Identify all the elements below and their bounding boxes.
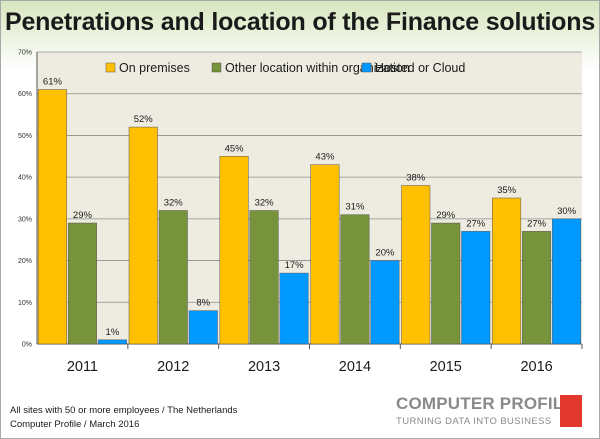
data-label: 30%: [557, 206, 577, 217]
legend-label: On premises: [119, 61, 190, 75]
legend-label: Hosted or Cloud: [375, 61, 465, 75]
y-tick-label: 0%: [22, 342, 32, 349]
y-tick-label: 40%: [18, 175, 32, 182]
logo-name: COMPUTER PROFILE: [396, 394, 575, 413]
bar: [249, 210, 279, 345]
y-tick-label: 10%: [18, 300, 32, 307]
bar: [67, 222, 97, 345]
data-label: 43%: [315, 152, 335, 163]
y-tick-label: 30%: [18, 216, 32, 223]
data-label: 17%: [285, 260, 305, 271]
data-label: 27%: [466, 218, 486, 229]
bar: [219, 156, 249, 345]
data-label: 45%: [225, 143, 245, 154]
x-tick-label: 2015: [430, 359, 462, 375]
bar: [552, 218, 582, 345]
bar: [492, 197, 522, 345]
data-label: 29%: [73, 210, 93, 221]
legend-swatch: [361, 62, 372, 73]
bar: [97, 339, 127, 345]
footnote-line-1: All sites with 50 or more employees / Th…: [10, 405, 238, 416]
bar: [522, 231, 552, 345]
company-logo: COMPUTER PROFILE TURNING DATA INTO BUSIN…: [396, 394, 596, 434]
legend-swatch: [105, 62, 116, 73]
bar: [401, 185, 431, 345]
y-tick-label: 70%: [18, 50, 32, 57]
data-label: 1%: [106, 327, 120, 338]
chart-title: Penetrations and location of the Finance…: [4, 8, 596, 36]
x-tick-label: 2012: [157, 359, 189, 375]
bar: [188, 310, 218, 345]
data-label: 20%: [375, 248, 395, 259]
legend-swatch: [211, 62, 222, 73]
data-label: 27%: [527, 218, 547, 229]
bar: [158, 210, 188, 345]
y-tick-label: 60%: [18, 91, 32, 98]
y-tick-label: 50%: [18, 133, 32, 140]
x-tick-label: 2013: [248, 359, 280, 375]
data-label: 8%: [196, 298, 210, 309]
logo-tagline: TURNING DATA INTO BUSINESS: [396, 416, 552, 427]
data-label: 61%: [43, 77, 63, 88]
bar: [310, 164, 340, 345]
data-label: 52%: [134, 114, 154, 125]
data-label: 32%: [255, 198, 275, 209]
y-tick-label: 20%: [18, 258, 32, 265]
bar: [37, 89, 67, 345]
data-label: 31%: [345, 202, 365, 213]
logo-square-icon: [560, 395, 582, 427]
bar: [128, 126, 158, 345]
data-label: 38%: [406, 172, 426, 183]
x-tick-label: 2011: [67, 359, 98, 375]
bar: [370, 260, 400, 345]
data-label: 29%: [436, 210, 456, 221]
footnote: All sites with 50 or more employees / Th…: [10, 404, 237, 432]
data-label: 35%: [497, 185, 517, 196]
bar: [431, 222, 461, 345]
bar: [340, 214, 370, 345]
plot-area: [37, 52, 582, 344]
x-tick-label: 2016: [520, 359, 552, 375]
bar: [279, 272, 309, 345]
data-label: 32%: [164, 198, 184, 209]
footnote-line-2: Computer Profile / March 2016: [10, 419, 140, 430]
bar: [461, 231, 491, 345]
x-tick-label: 2014: [339, 359, 371, 375]
